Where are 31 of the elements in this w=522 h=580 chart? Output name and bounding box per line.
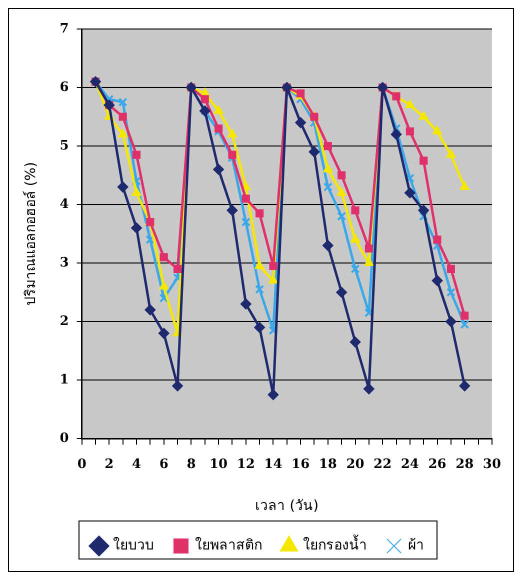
y-tick-label: 0 — [60, 430, 69, 446]
x-tick-label: 12 — [236, 456, 255, 472]
x-tick-label: 22 — [374, 456, 392, 472]
y-tick-label: 7 — [60, 21, 69, 36]
x-tick-label: 28 — [456, 456, 474, 472]
x-tick-label: 18 — [318, 456, 337, 472]
x-tick-label: 14 — [264, 456, 282, 472]
x-tick-label: 10 — [210, 456, 228, 472]
x-tick-label: 20 — [346, 456, 364, 472]
x-tick-label: 6 — [159, 456, 168, 472]
y-tick-label: 5 — [60, 138, 69, 154]
legend-label: ใยกรองน้ำ — [303, 534, 367, 554]
x-tick-label: 8 — [186, 456, 196, 472]
x-tick-label: 0 — [77, 456, 86, 472]
legend-label: ผ้า — [408, 538, 424, 554]
x-tick-label: 24 — [400, 456, 419, 472]
x-tick-label: 26 — [428, 456, 446, 472]
legend-label: ใยบวบ — [113, 536, 154, 554]
frame: เวลา (วัน) ปริมาณแอลกอฮอล์ (%) ใยบวบ ใยพลาสติก ใยกรองน้ำ ผ้า 0 2 4 6 8 10 12 14 16 18 20 22 24 26 28 30 0 1 2 3 4 5 6 7 — [8, 8, 514, 572]
y-tick-label: 3 — [60, 255, 69, 270]
x-tick-label: 30 — [482, 456, 501, 472]
y-tick-label: 4 — [60, 196, 69, 212]
y-axis-title: ปริมาณแอลกอฮอล์ (%) — [22, 162, 40, 306]
x-axis-title: เวลา (วัน) — [255, 498, 319, 514]
legend-label: ใยพลาสติก — [195, 536, 262, 554]
y-tick-label: 1 — [60, 372, 69, 388]
x-tick-label: 2 — [104, 456, 114, 472]
y-tick-label: 6 — [60, 80, 69, 95]
x-tick-label: 16 — [292, 456, 310, 472]
x-tick-label: 4 — [132, 456, 142, 472]
y-tick-label: 2 — [60, 314, 69, 329]
